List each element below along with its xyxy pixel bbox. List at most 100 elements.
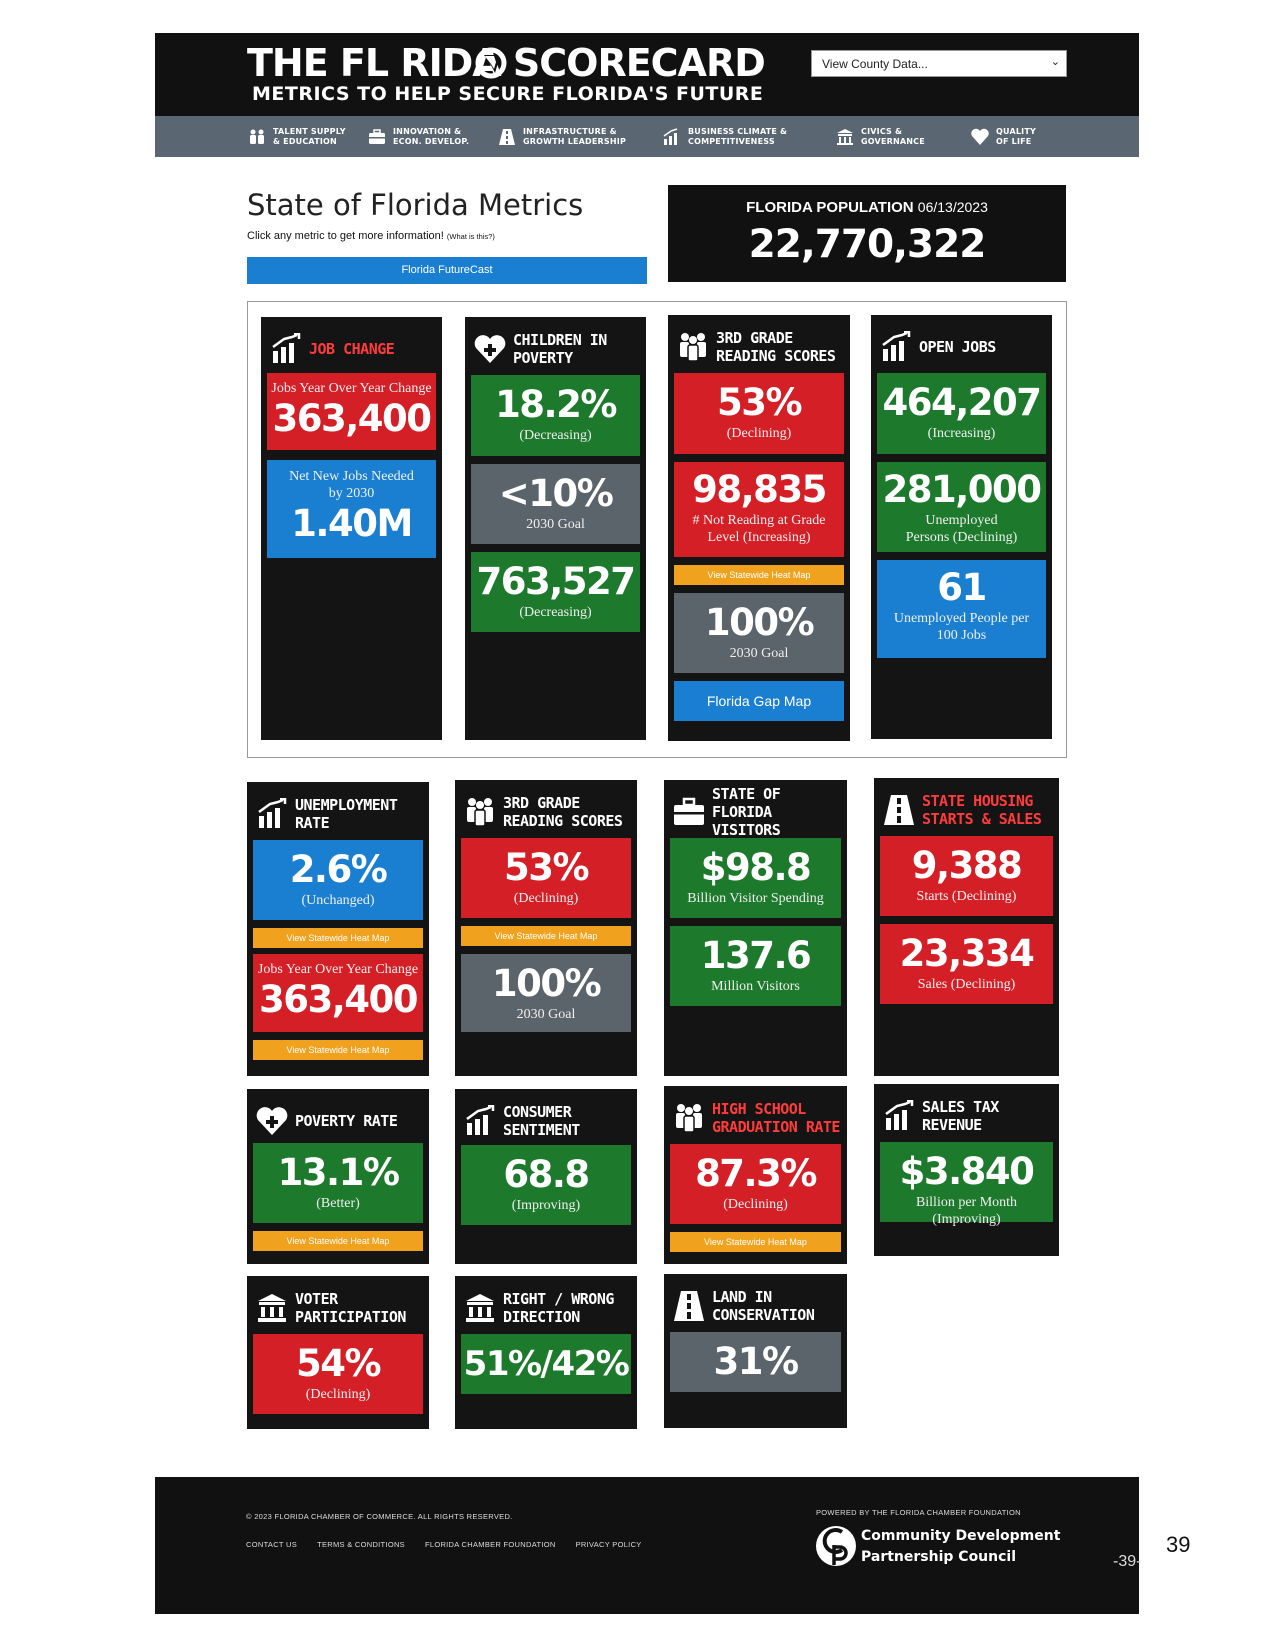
- heatmap-button[interactable]: View Statewide Heat Map: [253, 1040, 423, 1060]
- card-land-conservation[interactable]: LAND IN CONSERVATION 31%: [664, 1274, 847, 1428]
- card-right-wrong-direction[interactable]: RIGHT / WRONG DIRECTION 51%/42%: [455, 1276, 637, 1429]
- open-jobs-tile[interactable]: 464,207 (Increasing): [877, 373, 1046, 454]
- poverty-rate-tile[interactable]: 13.1% (Better): [253, 1143, 423, 1223]
- footer-link-foundation[interactable]: FLORIDA CHAMBER FOUNDATION: [424, 1540, 556, 1549]
- card-title: 3RD GRADE READING SCORES: [503, 794, 623, 830]
- voter-participation-value: 54%: [295, 1342, 382, 1385]
- visitor-count-label: Million Visitors: [711, 979, 800, 994]
- card-header: UNEMPLOYMENT RATE: [255, 792, 425, 836]
- right-wrong-tile[interactable]: 51%/42%: [461, 1334, 631, 1394]
- card-header: STATE HOUSING STARTS & SALES: [882, 788, 1055, 832]
- card-sales-tax[interactable]: SALES TAX REVENUE $3.840 Billion per Mon…: [874, 1084, 1059, 1256]
- card-title: HIGH SCHOOL GRADUATION RATE: [712, 1100, 840, 1136]
- unemployment-rate-tile[interactable]: 2.6% (Unchanged): [253, 840, 423, 920]
- children-poverty-count-tile[interactable]: 763,527 (Decreasing): [471, 552, 640, 632]
- heatmap-button[interactable]: View Statewide Heat Map: [253, 928, 423, 948]
- chart-icon: [463, 1103, 497, 1139]
- footer-link-privacy[interactable]: PRIVACY POLICY: [575, 1540, 642, 1549]
- reading-goal-value: 100%: [704, 601, 815, 644]
- footer-page-mark: -39-: [1113, 1553, 1142, 1570]
- card-children-poverty[interactable]: CHILDREN IN POVERTY 18.2% (Decreasing) <…: [465, 317, 646, 740]
- what-is-this-link[interactable]: (What is this?): [446, 232, 495, 241]
- jobs-yoy-tile[interactable]: Jobs Year Over Year Change 363,400: [267, 373, 436, 450]
- card-reading-scores-2[interactable]: 3RD GRADE READING SCORES 53% (Declining)…: [455, 780, 637, 1076]
- people-icon: [672, 1100, 706, 1136]
- reading-goal-tile[interactable]: 100% 2030 Goal: [674, 593, 844, 673]
- card-poverty-rate[interactable]: POVERTY RATE 13.1% (Better) View Statewi…: [247, 1089, 429, 1264]
- reading-goal-tile[interactable]: 100% 2030 Goal: [461, 954, 631, 1032]
- heart-icon: [970, 127, 990, 147]
- reading-score-value: 53%: [716, 381, 803, 424]
- featured-metrics-frame: [247, 301, 1067, 758]
- voter-participation-tile[interactable]: 54% (Declining): [253, 1334, 423, 1414]
- sales-tax-value: $3.840: [899, 1150, 1035, 1193]
- partner-name: Community Development Partnership Counci…: [861, 1526, 1060, 1568]
- card-title: CONSUMER SENTIMENT: [503, 1103, 580, 1139]
- nav-infrastructure[interactable]: INFRASTRUCTURE & GROWTH LEADERSHIP: [497, 124, 626, 150]
- children-poverty-rate-trend: (Decreasing): [519, 428, 592, 443]
- graduation-rate-tile[interactable]: 87.3% (Declining): [670, 1144, 841, 1224]
- page-number: 39: [1166, 1532, 1191, 1557]
- graduation-rate-value: 87.3%: [695, 1152, 817, 1195]
- card-voter-participation[interactable]: VOTER PARTICIPATION 54% (Declining): [247, 1276, 429, 1429]
- open-jobs-value: 464,207: [882, 381, 1042, 424]
- heatmap-button[interactable]: View Statewide Heat Map: [461, 926, 631, 946]
- visitor-spending-label: Billion Visitor Spending: [687, 891, 824, 906]
- children-poverty-goal-tile[interactable]: <10% 2030 Goal: [471, 464, 640, 544]
- card-title: POVERTY RATE: [295, 1112, 398, 1130]
- nav-talent[interactable]: TALENT SUPPLY & EDUCATION: [247, 124, 346, 150]
- card-visitors[interactable]: STATE OF FLORIDA VISITORS $98.8 Billion …: [664, 780, 847, 1076]
- visitor-spending-tile[interactable]: $98.8 Billion Visitor Spending: [670, 838, 841, 918]
- nav-label: INFRASTRUCTURE & GROWTH LEADERSHIP: [523, 127, 627, 146]
- category-nav: TALENT SUPPLY & EDUCATION INNOVATION & E…: [155, 116, 1139, 157]
- card-reading-scores[interactable]: 3RD GRADE READING SCORES 53% (Declining)…: [668, 315, 850, 741]
- conservation-value: 31%: [713, 1340, 799, 1383]
- heatmap-button[interactable]: View Statewide Heat Map: [253, 1231, 423, 1251]
- card-consumer-sentiment[interactable]: CONSUMER SENTIMENT 68.8 (Improving): [455, 1089, 637, 1264]
- children-poverty-rate-tile[interactable]: 18.2% (Decreasing): [471, 375, 640, 456]
- nav-civics[interactable]: CIVICS & GOVERNANCE: [835, 124, 925, 150]
- cdpc-logo-icon: [816, 1526, 856, 1566]
- card-header: HIGH SCHOOL GRADUATION RATE: [672, 1096, 843, 1140]
- visitor-count-tile[interactable]: 137.6 Million Visitors: [670, 926, 841, 1006]
- nav-label: BUSINESS CLIMATE & COMPETITIVENESS: [688, 127, 788, 146]
- reading-score-tile[interactable]: 53% (Declining): [461, 838, 631, 918]
- population-panel: FLORIDA POPULATION 06/13/2023 22,770,322: [668, 185, 1066, 282]
- jobs-needed-tile[interactable]: Net New Jobs Needed by 2030 1.40M: [267, 460, 436, 558]
- heart-plus-icon: [473, 331, 507, 367]
- unemployed-persons-tile[interactable]: 281,000 Unemployed Persons (Declining): [877, 462, 1046, 552]
- conservation-tile[interactable]: 31%: [670, 1332, 841, 1392]
- consumer-sentiment-tile[interactable]: 68.8 (Improving): [461, 1145, 631, 1225]
- heatmap-button[interactable]: View Statewide Heat Map: [674, 565, 844, 585]
- housing-starts-tile[interactable]: 9,388 Starts (Declining): [880, 836, 1053, 916]
- heatmap-button[interactable]: View Statewide Heat Map: [670, 1232, 841, 1252]
- footer-link-contact[interactable]: CONTACT US: [246, 1540, 298, 1549]
- card-open-jobs[interactable]: OPEN JOBS 464,207 (Increasing) 281,000 U…: [871, 315, 1052, 739]
- futurecast-button[interactable]: Florida FutureCast: [247, 257, 647, 284]
- not-reading-tile[interactable]: 98,835 # Not Reading at Grade Level (Inc…: [674, 462, 844, 557]
- card-graduation[interactable]: HIGH SCHOOL GRADUATION RATE 87.3% (Decli…: [664, 1086, 847, 1264]
- unemployment-rate-trend: (Unchanged): [301, 893, 375, 908]
- card-unemployment[interactable]: UNEMPLOYMENT RATE 2.6% (Unchanged) View …: [247, 782, 429, 1076]
- card-housing[interactable]: STATE HOUSING STARTS & SALES 9,388 Start…: [874, 778, 1059, 1076]
- unemployed-per-jobs-tile[interactable]: 61 Unemployed People per 100 Jobs: [877, 560, 1046, 658]
- card-header: STATE OF FLORIDA VISITORS: [672, 785, 843, 839]
- gap-map-button[interactable]: Florida Gap Map: [674, 681, 844, 721]
- nav-innovation[interactable]: INNOVATION & ECON. DEVELOP.: [367, 124, 469, 150]
- reading-goal-label: 2030 Goal: [729, 646, 789, 661]
- housing-sales-tile[interactable]: 23,334 Sales (Declining): [880, 924, 1053, 1004]
- county-select[interactable]: View County Data... ⌄: [811, 50, 1067, 77]
- chart-icon: [255, 796, 289, 832]
- briefcase-icon: [367, 127, 387, 147]
- nav-quality[interactable]: QUALITY OF LIFE: [970, 124, 1036, 150]
- jobs-yoy-tile[interactable]: Jobs Year Over Year Change 363,400: [253, 954, 423, 1032]
- reading-score-tile[interactable]: 53% (Declining): [674, 373, 844, 454]
- card-job-change[interactable]: JOB CHANGE Jobs Year Over Year Change 36…: [261, 317, 442, 740]
- footer-link-terms[interactable]: TERMS & CONDITIONS: [317, 1540, 405, 1549]
- population-label: FLORIDA POPULATION 06/13/2023: [668, 199, 1066, 216]
- card-header: 3RD GRADE READING SCORES: [463, 790, 633, 834]
- sales-tax-tile[interactable]: $3.840 Billion per Month (Improving): [880, 1142, 1053, 1227]
- visitor-count-value: 137.6: [700, 934, 812, 977]
- nav-business[interactable]: BUSINESS CLIMATE & COMPETITIVENESS: [662, 124, 787, 150]
- visitor-spending-value: $98.8: [700, 846, 812, 889]
